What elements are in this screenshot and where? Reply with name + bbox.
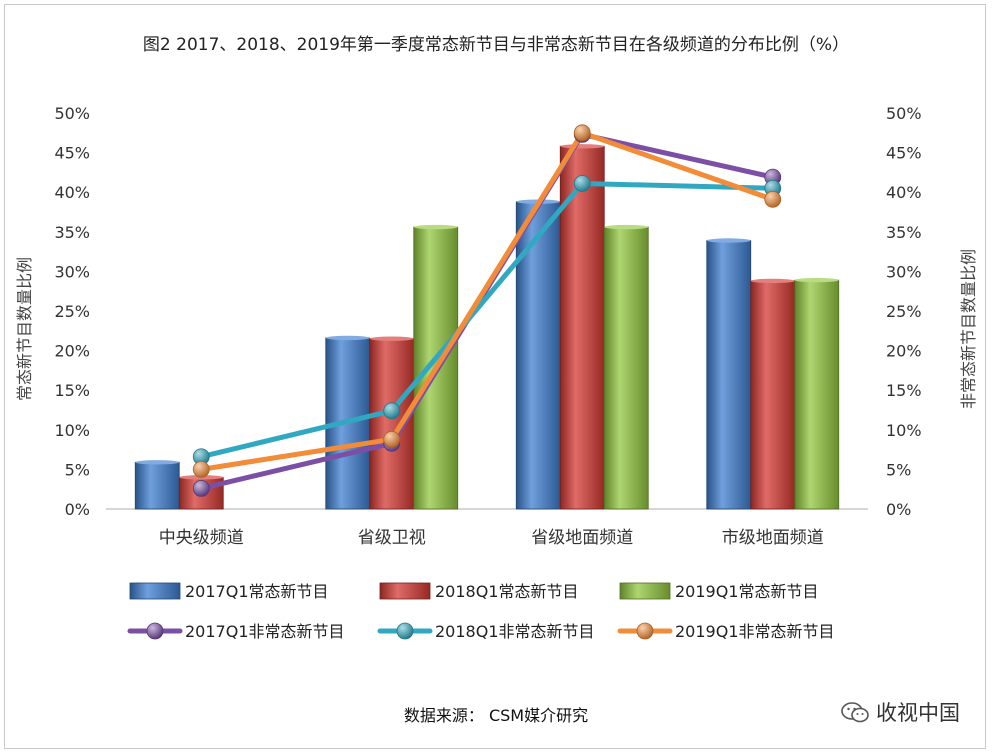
y-tick-label: 40% [54,183,90,202]
line-point [764,190,782,208]
line-point [192,480,210,497]
y-tick-label: 10% [54,421,90,440]
chart-title: 图2 2017、2018、2019年第一季度常态新节目与非常态新节目在各级频道的… [142,35,850,55]
bar [794,279,840,510]
legend-label: 2018Q1常态新节目 [435,582,579,601]
y2-tick-label: 50% [886,104,922,123]
bar-cap [325,335,370,341]
legend-marker [396,622,414,640]
wechat-icon [841,702,869,723]
bar [706,240,752,510]
y-tick-label: 45% [54,144,90,163]
bar-cap [369,336,414,341]
bar-cap [413,224,458,230]
bar-cap [560,144,605,149]
bar-cap [604,224,649,230]
y2-tick-label: 30% [886,262,922,281]
series-line [198,180,776,460]
watermark: 收视中国 [840,697,960,727]
series-line [198,130,776,472]
x-tick-label: 省级卫视 [358,528,426,548]
line-point [573,175,591,192]
bar [515,201,561,510]
chart-frame [4,4,986,749]
y-axis-label: 常态新节目数量比例 [15,257,34,401]
y-tick-label: 0% [65,500,90,519]
legend-swatch [619,582,671,600]
line-point [383,402,401,420]
y-tick-label: 20% [54,342,90,361]
line-point [573,124,591,142]
y2-tick-label: 20% [886,342,922,361]
y2-tick-label: 45% [886,144,922,163]
y2-tick-label: 15% [886,381,922,400]
x-tick-label: 中央级频道 [159,528,244,548]
y-tick-label: 15% [54,381,90,400]
legend-marker [636,622,654,640]
legend-label: 2017Q1非常态新节目 [185,622,345,641]
line-point [383,430,401,448]
bar [559,145,605,510]
y-tick-label: 5% [65,460,90,479]
y-tick-label: 35% [54,223,90,242]
bar-cap [706,238,751,243]
bar [134,461,180,510]
bar [369,338,415,510]
y-tick-label: 30% [54,262,90,281]
source-note: 数据来源： CSM媒介研究 [403,706,589,725]
bar [603,226,649,510]
x-tick-label: 省级地面频道 [531,528,633,548]
y2-tick-label: 40% [886,183,922,202]
bar [750,280,796,510]
legend-label: 2019Q1常态新节目 [675,582,819,601]
y-tick-label: 50% [54,104,90,123]
watermark-text: 收视中国 [876,701,960,725]
legend-label: 2017Q1常态新节目 [185,582,329,601]
legend-label: 2019Q1非常态新节目 [675,622,835,641]
y2-axis-label: 非常态新节目数量比例 [959,249,978,409]
legend-swatch [379,582,431,600]
bar-cap [794,277,839,283]
bar-cap [750,278,795,284]
y2-tick-label: 25% [886,302,922,321]
y2-tick-label: 5% [886,460,911,479]
y2-tick-label: 10% [886,421,922,440]
y2-tick-label: 0% [886,500,911,519]
line-point [192,460,210,478]
y2-tick-label: 35% [886,223,922,242]
y-tick-label: 25% [54,302,90,321]
bar-cap [135,460,180,465]
x-tick-label: 市级地面频道 [722,528,824,548]
legend-marker [146,622,164,640]
legend-label: 2018Q1非常态新节目 [435,622,595,641]
legend-swatch [129,582,181,600]
